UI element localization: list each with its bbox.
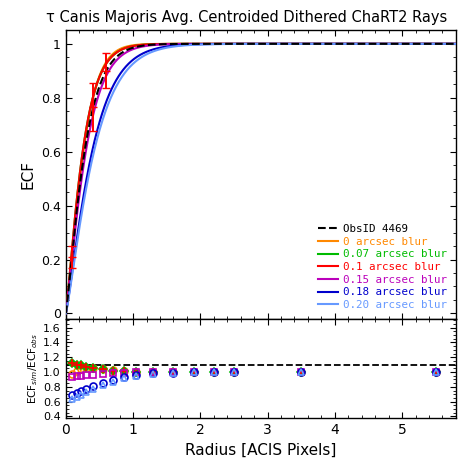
X-axis label: Radius [ACIS Pixels]: Radius [ACIS Pixels] [185,442,337,457]
Legend: ObsID 4469, 0 arcsec blur, 0.07 arcsec blur, 0.1 arcsec blur, 0.15 arcsec blur, : ObsID 4469, 0 arcsec blur, 0.07 arcsec b… [315,220,450,313]
Y-axis label: ECF: ECF [20,160,35,189]
Y-axis label: ECF$_{sim}$/ECF$_{obs}$: ECF$_{sim}$/ECF$_{obs}$ [27,333,40,404]
Text: τ Canis Majoris Avg. Centroided Dithered ChaRT2 Rays: τ Canis Majoris Avg. Centroided Dithered… [46,10,447,25]
